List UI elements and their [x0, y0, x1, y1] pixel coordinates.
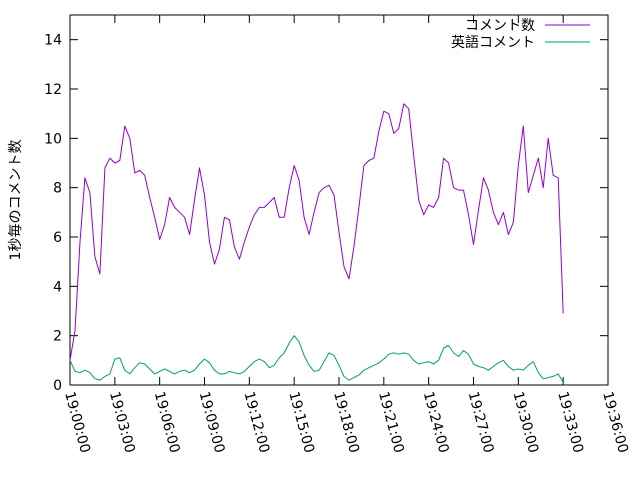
series-line-english-comments [69, 335, 564, 383]
x-tick-label: 19:18:00 [330, 390, 362, 455]
y-tick-label: 14 [44, 33, 62, 49]
plot-area: 0 2 4 6 8 10 12 14 19:00:00 19:03:00 19:06:00 19:09… [44, 14, 631, 455]
y-tick-label: 8 [53, 181, 62, 197]
x-tick-label: 19:21:00 [375, 390, 407, 455]
x-tick-label: 19:15:00 [285, 390, 317, 455]
x-tick-label: 19:30:00 [509, 390, 541, 455]
y-tick-label: 10 [44, 131, 62, 147]
y-tick-label: 4 [53, 279, 62, 295]
x-tick-label: 19:03:00 [106, 390, 138, 455]
y-axis-label: 1秒毎のコメント数 [8, 140, 24, 261]
x-tick-label: 19:09:00 [196, 390, 228, 455]
y-tick-label: 12 [44, 82, 62, 98]
y-tick-label: 2 [53, 329, 62, 345]
legend-label-english-comments: 英語コメント [451, 34, 535, 51]
x-tick-label: 19:00:00 [61, 390, 93, 455]
y-tick-label: 0 [53, 378, 62, 394]
x-tick-label: 19:27:00 [465, 390, 497, 455]
x-tick-label: 19:06:00 [151, 390, 183, 455]
series-line-comments [69, 103, 564, 361]
x-tick-label: 19:24:00 [420, 390, 452, 455]
legend: コメント数 英語コメント [451, 18, 590, 51]
x-tick-label: 19:36:00 [599, 390, 631, 455]
y-tick-label: 6 [53, 230, 62, 246]
x-tick-label: 19:33:00 [554, 390, 586, 455]
legend-label-comments: コメント数 [465, 18, 535, 34]
x-tick-label: 19:12:00 [240, 390, 272, 455]
